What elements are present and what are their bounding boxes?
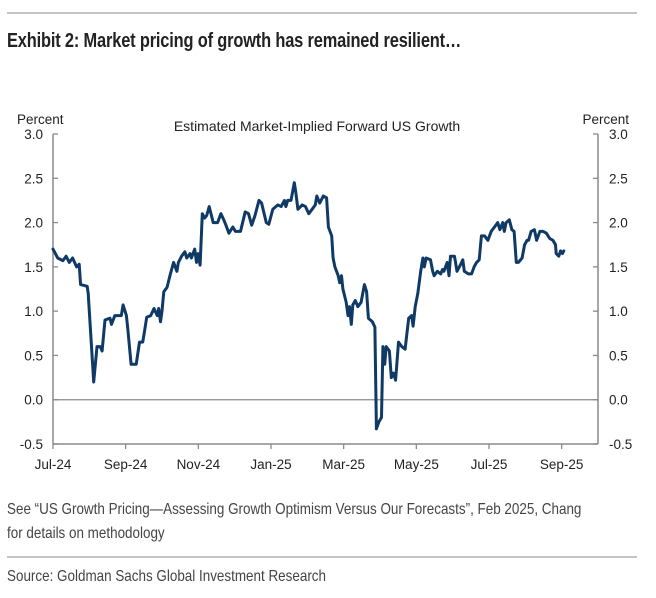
x-tick-label: Mar-25 — [322, 457, 365, 472]
y-axis-label-right: Percent — [582, 112, 629, 127]
y-tick-label-right: 1.5 — [609, 260, 628, 275]
y-tick-label-right: 0.0 — [609, 393, 628, 408]
exhibit-title: Exhibit 2: Market pricing of growth has … — [7, 30, 462, 52]
series-line — [51, 181, 566, 431]
y-tick-label-left: 2.5 — [24, 171, 43, 186]
y-tick-label-right: 0.5 — [609, 348, 628, 363]
footnote-line-1: See “US Growth Pricing—Assessing Growth … — [7, 501, 582, 518]
x-tick-label: Nov-24 — [177, 457, 221, 472]
y-axis-label-left: Percent — [17, 112, 64, 127]
y-tick-label-right: 1.0 — [609, 304, 628, 319]
x-tick-label: Jul-24 — [35, 457, 72, 472]
top-rule — [7, 12, 637, 14]
y-tick-label-right: 2.5 — [609, 171, 628, 186]
source-rule — [7, 556, 637, 558]
x-tick-label: May-25 — [394, 457, 439, 472]
y-tick-label-left: 3.0 — [24, 127, 43, 142]
y-tick-label-left: 1.5 — [24, 260, 43, 275]
y-tick-label-left: -0.5 — [20, 437, 43, 452]
y-tick-label-right: 2.0 — [609, 216, 628, 231]
y-tick-label-left: 0.5 — [24, 348, 43, 363]
x-tick-label: Jul-25 — [471, 457, 508, 472]
x-tick-label: Sep-25 — [540, 457, 584, 472]
x-tick-label: Sep-24 — [104, 457, 148, 472]
source-note: Source: Goldman Sachs Global Investment … — [7, 568, 326, 585]
y-tick-label-right: 3.0 — [609, 127, 628, 142]
y-tick-label-left: 2.0 — [24, 216, 43, 231]
y-tick-label-left: 0.0 — [24, 393, 43, 408]
y-tick-label-right: -0.5 — [609, 437, 632, 452]
chart-title: Estimated Market-Implied Forward US Grow… — [174, 118, 460, 134]
footnote-line-2: for details on methodology — [7, 525, 165, 542]
y-tick-label-left: 1.0 — [24, 304, 43, 319]
x-tick-label: Jan-25 — [250, 457, 291, 472]
